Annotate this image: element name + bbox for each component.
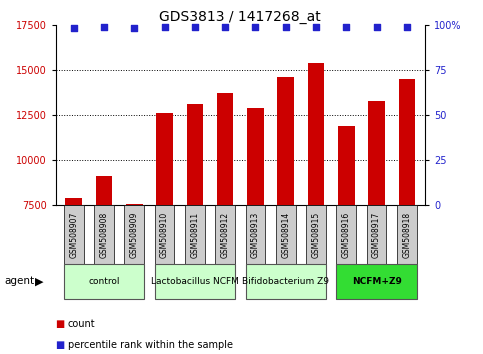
Point xyxy=(403,24,411,29)
Text: GSM508908: GSM508908 xyxy=(99,211,109,258)
Bar xyxy=(186,104,203,341)
Bar xyxy=(64,205,84,264)
Bar xyxy=(125,205,144,264)
Bar xyxy=(397,205,417,264)
Bar xyxy=(64,264,144,299)
Text: GSM508914: GSM508914 xyxy=(281,211,290,258)
Bar xyxy=(155,264,235,299)
Title: GDS3813 / 1417268_at: GDS3813 / 1417268_at xyxy=(159,10,321,24)
Text: GSM508909: GSM508909 xyxy=(130,211,139,258)
Point xyxy=(100,24,108,29)
Text: GSM508907: GSM508907 xyxy=(69,211,78,258)
Bar xyxy=(247,108,264,341)
Text: count: count xyxy=(68,319,95,329)
Text: NCFM+Z9: NCFM+Z9 xyxy=(352,277,401,286)
Point xyxy=(130,25,138,31)
Bar xyxy=(367,205,386,264)
Bar xyxy=(368,101,385,341)
Point xyxy=(70,25,78,31)
Bar xyxy=(126,204,142,341)
Text: GSM508911: GSM508911 xyxy=(190,211,199,258)
Text: GSM508918: GSM508918 xyxy=(402,211,412,258)
Text: Bifidobacterium Z9: Bifidobacterium Z9 xyxy=(242,277,329,286)
Bar xyxy=(155,205,174,264)
Bar xyxy=(217,93,233,341)
Bar xyxy=(337,205,356,264)
Text: control: control xyxy=(88,277,120,286)
Bar xyxy=(398,79,415,341)
Text: percentile rank within the sample: percentile rank within the sample xyxy=(68,340,233,350)
Point xyxy=(191,24,199,29)
Text: GSM508916: GSM508916 xyxy=(342,211,351,258)
Bar xyxy=(245,205,265,264)
Bar xyxy=(245,264,326,299)
Text: GSM508915: GSM508915 xyxy=(312,211,321,258)
Point xyxy=(373,24,381,29)
Text: ▶: ▶ xyxy=(35,276,44,286)
Point xyxy=(221,24,229,29)
Text: Lactobacillus NCFM: Lactobacillus NCFM xyxy=(151,277,239,286)
Point xyxy=(161,24,169,29)
Bar xyxy=(94,205,114,264)
Text: GSM508910: GSM508910 xyxy=(160,211,169,258)
Point xyxy=(252,24,259,29)
Point xyxy=(282,24,290,29)
Text: ■: ■ xyxy=(56,319,65,329)
Bar xyxy=(337,264,417,299)
Text: GSM508913: GSM508913 xyxy=(251,211,260,258)
Bar xyxy=(156,113,173,341)
Text: GSM508912: GSM508912 xyxy=(221,211,229,258)
Point xyxy=(342,24,350,29)
Text: agent: agent xyxy=(5,276,35,286)
Bar xyxy=(308,63,325,341)
Bar xyxy=(185,205,205,264)
Bar xyxy=(215,205,235,264)
Bar xyxy=(306,205,326,264)
Text: GSM508917: GSM508917 xyxy=(372,211,381,258)
Text: ■: ■ xyxy=(56,340,65,350)
Bar xyxy=(277,77,294,341)
Bar xyxy=(96,176,113,341)
Bar xyxy=(276,205,296,264)
Bar xyxy=(338,126,355,341)
Bar xyxy=(65,198,82,341)
Point xyxy=(312,24,320,29)
